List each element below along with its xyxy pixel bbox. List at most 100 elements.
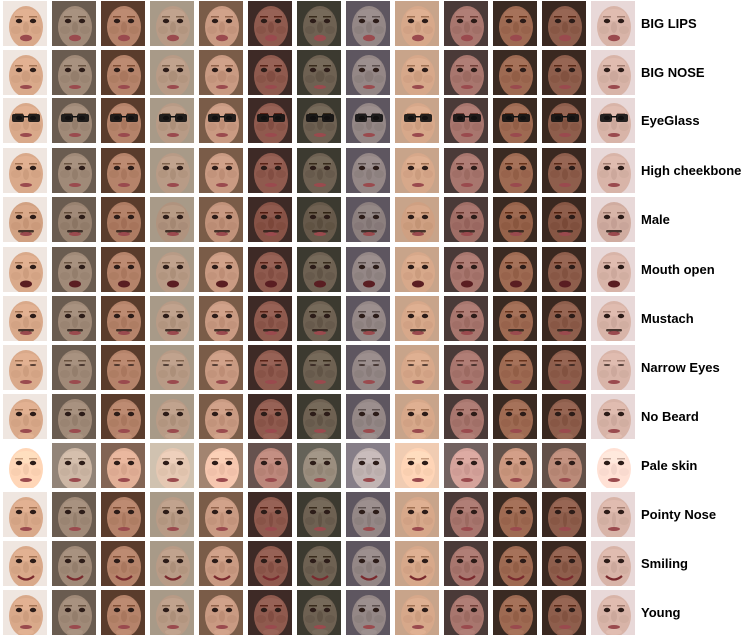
face-thumbnail [52,541,96,586]
face-thumbnail [248,50,292,95]
face-thumbnail [248,1,292,46]
face-thumbnail [493,247,537,292]
face-thumbnail [199,1,243,46]
face-thumbnail [591,98,635,143]
face-thumbnail [52,197,96,242]
face-thumbnail [52,1,96,46]
face-thumbnail [248,492,292,537]
face-thumbnail [493,148,537,193]
face-thumbnail [395,1,439,46]
face-thumbnail [493,98,537,143]
face-thumbnail [444,50,488,95]
attribute-row-high-cheekbone: High cheekbone [0,148,750,193]
face-thumbnail [3,98,47,143]
face-thumbnail [248,443,292,488]
face-thumbnail [101,492,145,537]
face-thumbnail [101,394,145,439]
face-thumbnail [493,541,537,586]
face-thumbnail [297,492,341,537]
face-thumbnail [52,50,96,95]
face-thumbnail [542,492,586,537]
face-thumbnail [3,296,47,341]
face-thumbnail [395,492,439,537]
face-thumbnail [248,148,292,193]
attribute-label-pointy-nose: Pointy Nose [641,507,717,522]
face-thumbnail [52,492,96,537]
face-thumbnail [591,394,635,439]
face-thumbnail [395,590,439,635]
face-thumbnail [346,98,390,143]
face-thumbnail [591,247,635,292]
face-thumbnail [297,148,341,193]
face-thumbnail [444,98,488,143]
face-thumbnail [3,590,47,635]
face-thumbnail [395,197,439,242]
face-thumbnail [444,492,488,537]
attribute-row-pale-skin: Pale skin [0,443,750,488]
face-thumbnail [199,50,243,95]
face-thumbnail [542,443,586,488]
face-thumbnail [3,197,47,242]
face-thumbnail [395,345,439,390]
face-thumbnail [297,590,341,635]
face-thumbnail [591,1,635,46]
face-thumbnail [248,394,292,439]
face-thumbnail [444,247,488,292]
face-thumbnail [444,541,488,586]
face-thumbnail [199,247,243,292]
face-thumbnail [444,394,488,439]
attribute-label-no-beard: No Beard [641,409,699,424]
face-thumbnail [150,247,194,292]
face-thumbnail [52,590,96,635]
face-thumbnail [591,492,635,537]
attribute-label-high-cheekbone: High cheekbone [641,163,742,178]
attribute-label-pale-skin: Pale skin [641,458,698,473]
face-thumbnail [101,247,145,292]
face-thumbnail [346,247,390,292]
face-thumbnail [297,197,341,242]
face-thumbnail [346,345,390,390]
face-thumbnail [395,148,439,193]
face-thumbnail [542,50,586,95]
face-thumbnail [52,394,96,439]
face-thumbnail [101,345,145,390]
face-thumbnail [199,345,243,390]
face-thumbnail [150,98,194,143]
face-thumbnail [101,197,145,242]
face-thumbnail [591,197,635,242]
face-thumbnail [542,394,586,439]
attribute-row-mouth-open: Mouth open [0,247,750,292]
face-thumbnail [542,247,586,292]
face-thumbnail [101,590,145,635]
face-thumbnail [444,148,488,193]
face-thumbnail [199,98,243,143]
face-thumbnail [199,443,243,488]
attribute-label-eyeglass: EyeGlass [641,113,700,128]
attribute-row-big-nose: BIG NOSE [0,50,750,95]
face-thumbnail [150,148,194,193]
face-thumbnail [150,443,194,488]
face-thumbnail [493,492,537,537]
attribute-row-no-beard: No Beard [0,394,750,439]
face-thumbnail [395,443,439,488]
face-thumbnail [395,50,439,95]
face-thumbnail [3,247,47,292]
face-thumbnail [493,50,537,95]
face-thumbnail [395,247,439,292]
face-thumbnail [52,98,96,143]
face-thumbnail [101,148,145,193]
attribute-label-narrow-eyes: Narrow Eyes [641,360,720,375]
face-thumbnail [591,541,635,586]
face-thumbnail [101,50,145,95]
face-thumbnail [101,296,145,341]
face-thumbnail [444,590,488,635]
face-thumbnail [297,394,341,439]
face-thumbnail [493,1,537,46]
face-thumbnail [346,197,390,242]
face-thumbnail [493,394,537,439]
face-thumbnail [346,492,390,537]
face-thumbnail [395,541,439,586]
attribute-row-pointy-nose: Pointy Nose [0,492,750,537]
face-thumbnail [199,541,243,586]
face-thumbnail [297,443,341,488]
